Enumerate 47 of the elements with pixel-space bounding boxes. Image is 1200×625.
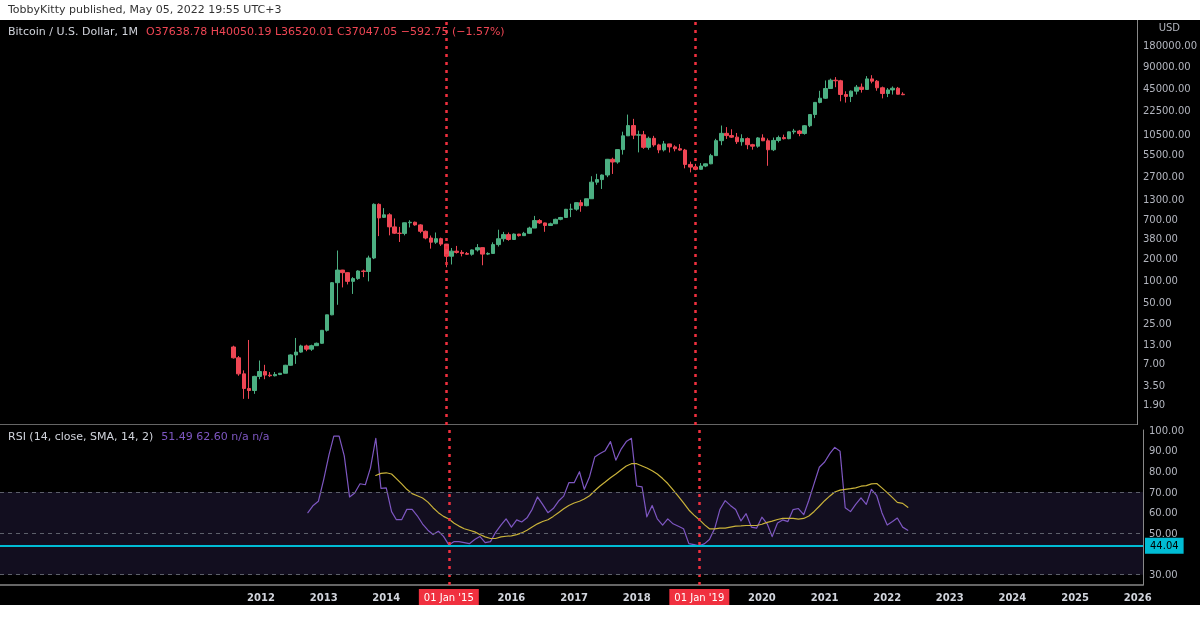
x-tick-label: 2016: [497, 591, 526, 603]
y-tick-label: 200.00: [1142, 253, 1178, 265]
y-tick-label: 50.00: [1149, 527, 1178, 539]
x-tick-label: 2014: [372, 591, 401, 603]
y-tick-label: 5500.00: [1142, 149, 1185, 161]
x-tick-label: 2012: [247, 591, 275, 603]
x-tick-label: 2020: [747, 591, 776, 603]
y-tick-label: 10500.00: [1142, 128, 1191, 140]
chart-title: RSI (14, close, SMA, 14, 2): [8, 430, 154, 443]
ref-line-label: 01 Jan '15: [423, 591, 474, 603]
y-tick-label: 22500.00: [1142, 104, 1191, 116]
ref-line-label: 44.04: [1150, 540, 1179, 552]
x-tick-label: 2013: [309, 591, 338, 603]
y-tick-label: 100.00: [1142, 274, 1178, 286]
y-tick-label: 13.00: [1142, 338, 1172, 350]
y-tick-label: 50.00: [1142, 296, 1172, 308]
text: TobbyKitty published, May 05, 2022 19:55 UTC+3: [7, 2, 283, 18]
y-tick-label: 90.00: [1149, 445, 1178, 457]
y-tick-label: 45000.00: [1142, 83, 1191, 95]
y-tick-label: 7.00: [1142, 358, 1166, 370]
y-tick-label: 180000.00: [1142, 39, 1197, 51]
x-tick-label: 2024: [998, 591, 1027, 603]
chart-subtitle: 51.49 62.60 n/a n/a: [161, 430, 270, 443]
y-tick-label: 60.00: [1149, 507, 1178, 519]
text: O37638.78 H40050.19 L36520.01 C37047.05 −592.75 (−1.57%): [146, 25, 505, 38]
y-tick-label: 3.50: [1142, 380, 1166, 392]
ref-line-label: 01 Jan '19: [674, 591, 725, 603]
x-tick-label: 2017: [560, 591, 589, 603]
y-tick-label: 1.90: [1142, 399, 1166, 411]
y-tick-label: 80.00: [1149, 465, 1178, 477]
y-tick-label: 2700.00: [1142, 171, 1185, 183]
x-tick-label: 2021: [810, 591, 839, 603]
y-tick-label: 100.00: [1149, 424, 1184, 436]
y-tick-label: 25.00: [1142, 318, 1172, 330]
x-tick-label: 2025: [1061, 591, 1090, 603]
y-tick-label: 70.00: [1149, 486, 1178, 498]
x-tick-label: 2022: [873, 591, 902, 603]
y-tick-label: 700.00: [1142, 213, 1178, 225]
x-tick-label: 2018: [622, 591, 651, 603]
x-tick-label: 2026: [1123, 591, 1152, 603]
y-tick-label: 380.00: [1142, 232, 1178, 244]
x-tick-label: 2023: [935, 591, 964, 603]
text: Bitcoin / U.S. Dollar, 1M: [8, 25, 139, 38]
y-tick-label: 90000.00: [1142, 61, 1191, 73]
y-axis-title: USD: [1158, 21, 1181, 33]
y-tick-label: 30.00: [1149, 569, 1178, 581]
y-tick-label: 1300.00: [1142, 194, 1185, 206]
